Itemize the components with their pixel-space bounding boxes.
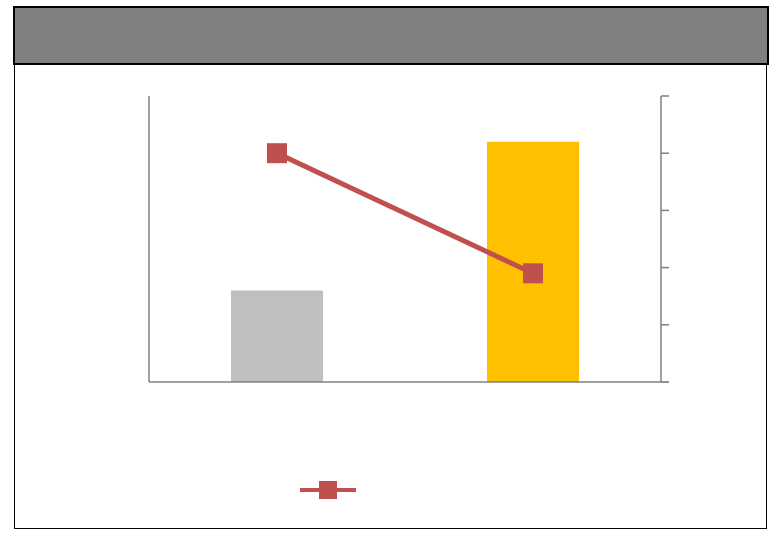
line-point-1 [267, 143, 287, 164]
bar-1 [231, 290, 323, 382]
legend-marker-swatch [319, 481, 337, 499]
bar-2 [487, 141, 579, 382]
line-point-2 [523, 263, 543, 284]
chart-frame [14, 6, 767, 529]
chart-title-bar [13, 6, 769, 65]
line-series [275, 150, 535, 276]
legend [300, 481, 356, 499]
